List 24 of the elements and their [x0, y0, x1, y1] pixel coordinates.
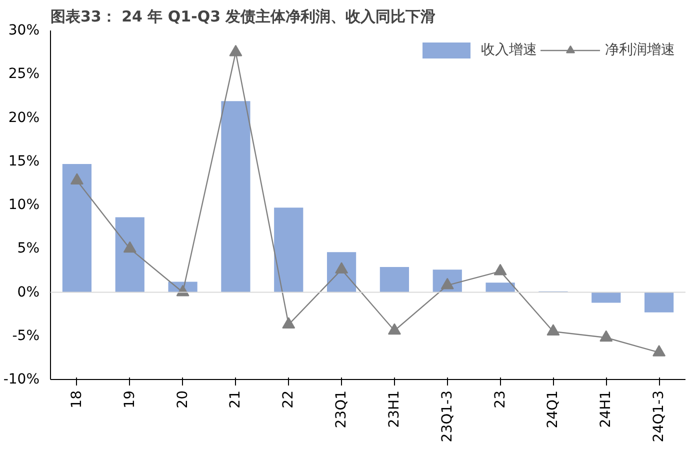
- y-tick-label: 30%: [8, 22, 40, 38]
- y-tick-label: -10%: [3, 372, 40, 388]
- y-tick-label: 25%: [8, 66, 40, 82]
- y-tick-label: 5%: [17, 240, 40, 257]
- x-tick-label: 23Q1-3: [439, 390, 456, 442]
- y-tick-label: 10%: [8, 197, 40, 213]
- x-tick-label: 21: [228, 390, 244, 408]
- chart-title: 图表33： 24 年 Q1-Q3 发债主体净利润、收入同比下滑: [50, 8, 436, 26]
- x-tick-label: 18: [68, 390, 85, 408]
- x-tick-label: 24H1: [598, 390, 614, 428]
- legend-label: 收入增速: [481, 41, 537, 59]
- y-tick-label: 20%: [8, 110, 40, 126]
- x-tick-label: 23Q1: [334, 390, 350, 428]
- x-tick-label: 23: [492, 390, 508, 408]
- x-tick-label: 24Q1-3: [651, 390, 668, 442]
- x-tick-label: 22: [280, 390, 297, 408]
- y-tick-label: 15%: [8, 153, 40, 170]
- y-tick-label: 0%: [17, 284, 40, 300]
- x-tick-label: 24Q1: [545, 390, 562, 428]
- x-tick-label: 19: [122, 390, 138, 408]
- legend-label: 净利润增速: [605, 41, 675, 59]
- x-tick-label: 23H1: [386, 390, 402, 428]
- y-tick-label: -5%: [12, 328, 40, 344]
- x-tick-label: 20: [174, 390, 191, 408]
